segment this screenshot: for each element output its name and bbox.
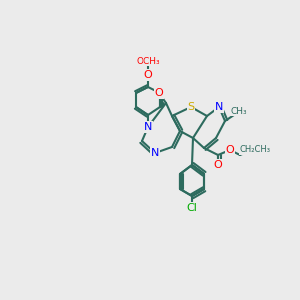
Text: S: S xyxy=(188,102,195,112)
Text: O: O xyxy=(226,145,234,155)
Text: O: O xyxy=(154,88,164,98)
Text: OCH₃: OCH₃ xyxy=(136,56,160,65)
Text: O: O xyxy=(214,160,222,170)
Text: Cl: Cl xyxy=(187,203,197,213)
Text: N: N xyxy=(215,102,223,112)
Text: N: N xyxy=(144,122,152,132)
Text: CH₂CH₃: CH₂CH₃ xyxy=(239,146,271,154)
Text: O: O xyxy=(144,70,152,80)
Text: CH₃: CH₃ xyxy=(231,106,247,116)
Text: N: N xyxy=(151,148,159,158)
